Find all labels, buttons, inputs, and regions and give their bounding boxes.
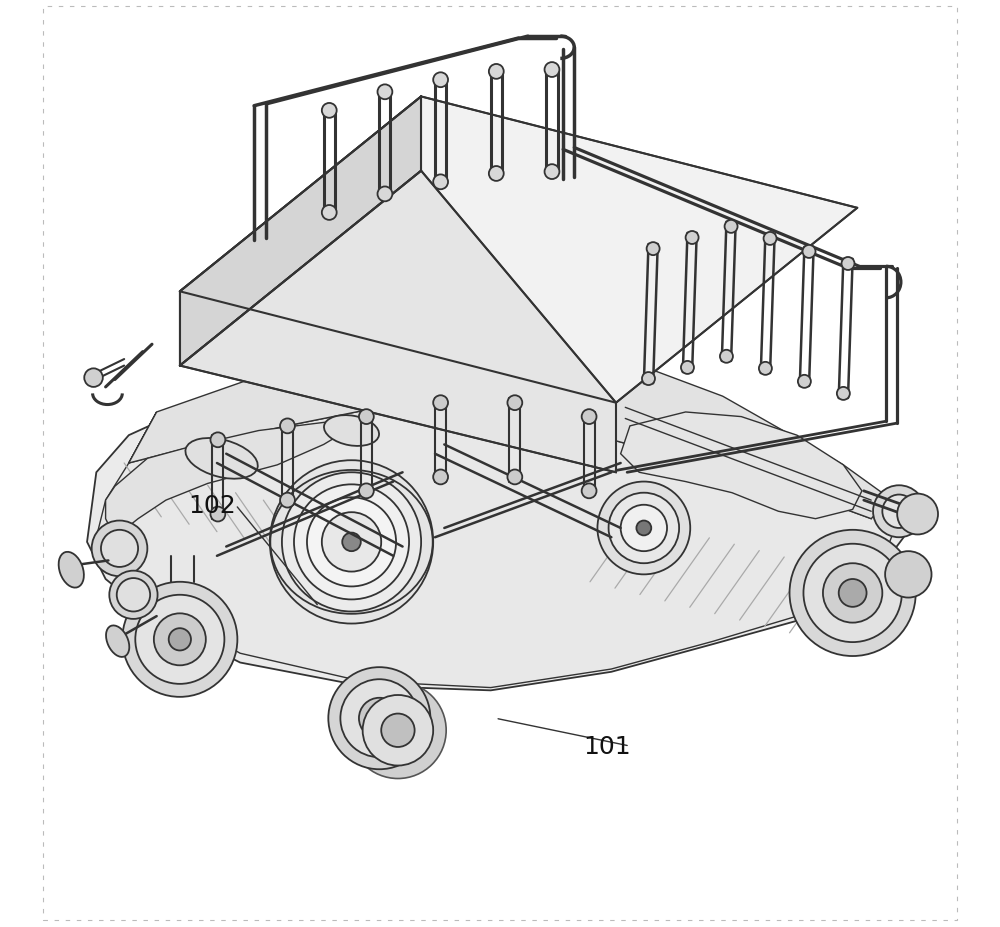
Circle shape	[294, 485, 409, 600]
Circle shape	[803, 544, 902, 642]
Circle shape	[381, 714, 415, 747]
Circle shape	[489, 167, 504, 182]
Circle shape	[433, 470, 448, 485]
Text: 101: 101	[583, 734, 631, 758]
Polygon shape	[96, 406, 894, 688]
Circle shape	[280, 419, 295, 434]
Circle shape	[322, 513, 381, 572]
Ellipse shape	[324, 415, 379, 447]
Circle shape	[307, 498, 396, 587]
Circle shape	[210, 507, 225, 522]
Circle shape	[764, 233, 777, 246]
Circle shape	[823, 564, 882, 623]
Circle shape	[545, 63, 559, 78]
Circle shape	[342, 533, 361, 552]
Circle shape	[609, 493, 679, 564]
Circle shape	[378, 187, 392, 202]
Ellipse shape	[59, 552, 84, 588]
Circle shape	[873, 486, 925, 538]
Circle shape	[597, 482, 690, 575]
Circle shape	[647, 243, 660, 256]
Circle shape	[378, 85, 392, 100]
Ellipse shape	[185, 438, 258, 479]
Circle shape	[122, 582, 237, 697]
Circle shape	[433, 396, 448, 411]
Circle shape	[686, 232, 699, 245]
Circle shape	[117, 578, 150, 612]
Circle shape	[322, 104, 337, 119]
Circle shape	[507, 396, 522, 411]
Circle shape	[681, 362, 694, 375]
Polygon shape	[129, 329, 890, 519]
Circle shape	[759, 362, 772, 375]
Circle shape	[328, 667, 430, 769]
Circle shape	[84, 369, 103, 387]
Circle shape	[897, 494, 938, 535]
Circle shape	[837, 387, 850, 400]
Circle shape	[582, 410, 597, 425]
Circle shape	[280, 493, 295, 508]
Circle shape	[882, 495, 916, 528]
Circle shape	[154, 614, 206, 666]
Circle shape	[839, 579, 867, 607]
Circle shape	[270, 461, 433, 624]
Circle shape	[433, 175, 448, 190]
Circle shape	[803, 246, 816, 259]
Circle shape	[545, 165, 559, 180]
Circle shape	[507, 470, 522, 485]
Circle shape	[582, 484, 597, 499]
Circle shape	[210, 433, 225, 448]
Polygon shape	[180, 171, 616, 473]
Polygon shape	[180, 97, 857, 403]
Circle shape	[322, 206, 337, 221]
Circle shape	[135, 595, 224, 684]
Circle shape	[790, 530, 916, 656]
Circle shape	[282, 473, 421, 612]
Circle shape	[798, 375, 811, 388]
Circle shape	[359, 410, 374, 425]
Circle shape	[169, 629, 191, 651]
Circle shape	[363, 695, 433, 766]
Circle shape	[350, 682, 446, 779]
Circle shape	[842, 258, 854, 271]
Circle shape	[101, 530, 138, 567]
Polygon shape	[106, 422, 352, 538]
Polygon shape	[621, 413, 862, 519]
Circle shape	[636, 521, 651, 536]
Circle shape	[340, 679, 418, 757]
Circle shape	[109, 571, 158, 619]
Circle shape	[359, 484, 374, 499]
Circle shape	[725, 221, 738, 234]
Polygon shape	[180, 97, 421, 366]
Circle shape	[489, 65, 504, 80]
Circle shape	[92, 521, 147, 577]
Circle shape	[885, 552, 932, 598]
Polygon shape	[87, 338, 904, 691]
Text: 102: 102	[188, 493, 236, 517]
Circle shape	[359, 698, 400, 739]
Circle shape	[720, 350, 733, 363]
Circle shape	[433, 73, 448, 88]
Circle shape	[642, 373, 655, 386]
Circle shape	[621, 505, 667, 552]
Ellipse shape	[106, 626, 129, 657]
